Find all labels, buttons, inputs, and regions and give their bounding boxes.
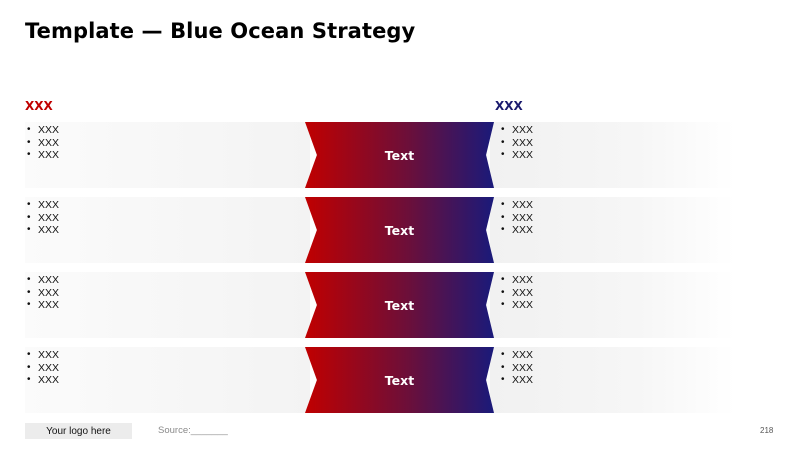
left-bullet-list: XXX XXX XXX [27, 124, 59, 162]
list-item: XXX [501, 149, 533, 162]
list-item: XXX [501, 199, 533, 212]
left-band [25, 272, 310, 338]
list-item: XXX [27, 274, 59, 287]
page-title: Template — Blue Ocean Strategy [25, 19, 416, 43]
list-item: XXX [27, 287, 59, 300]
page-number: 218 [760, 426, 774, 435]
chevron-label: Text [384, 147, 415, 163]
chevron-arrow [305, 197, 494, 263]
list-item: XXX [501, 137, 533, 150]
right-column-header: XXX [495, 99, 523, 113]
right-bullet-list: XXX XXX XXX [501, 124, 533, 162]
left-bullet-list: XXX XXX XXX [27, 199, 59, 237]
list-item: XXX [27, 362, 59, 375]
chevron-arrow [305, 347, 494, 413]
left-band [25, 122, 310, 188]
source-note: Source:_______ [158, 425, 228, 436]
strategy-row: Text XXX XXX XXX XXX XXX XXX [0, 347, 800, 413]
list-item: XXX [501, 374, 533, 387]
list-item: XXX [27, 137, 59, 150]
chevron-arrow [305, 272, 494, 338]
list-item: XXX [501, 224, 533, 237]
list-item: XXX [501, 287, 533, 300]
list-item: XXX [27, 299, 59, 312]
list-item: XXX [27, 199, 59, 212]
list-item: XXX [27, 224, 59, 237]
right-bullet-list: XXX XXX XXX [501, 349, 533, 387]
strategy-row: Text XXX XXX XXX XXX XXX XXX [0, 197, 800, 263]
chevron-label: Text [384, 222, 415, 238]
chevron-label: Text [384, 297, 415, 313]
list-item: XXX [501, 349, 533, 362]
left-bullet-list: XXX XXX XXX [27, 274, 59, 312]
left-column-header: XXX [25, 99, 53, 113]
right-bullet-list: XXX XXX XXX [501, 199, 533, 237]
list-item: XXX [501, 274, 533, 287]
chevron-arrow [305, 122, 494, 188]
list-item: XXX [27, 124, 59, 137]
right-bullet-list: XXX XXX XXX [501, 274, 533, 312]
list-item: XXX [501, 212, 533, 225]
list-item: XXX [501, 124, 533, 137]
list-item: XXX [27, 349, 59, 362]
left-band [25, 347, 310, 413]
left-band [25, 197, 310, 263]
list-item: XXX [27, 212, 59, 225]
left-bullet-list: XXX XXX XXX [27, 349, 59, 387]
strategy-row: Text XXX XXX XXX XXX XXX XXX [0, 272, 800, 338]
list-item: XXX [27, 374, 59, 387]
list-item: XXX [27, 149, 59, 162]
strategy-row: Text XXX XXX XXX XXX XXX XXX [0, 122, 800, 188]
list-item: XXX [501, 299, 533, 312]
list-item: XXX [501, 362, 533, 375]
logo-placeholder: Your logo here [25, 423, 132, 439]
chevron-label: Text [384, 372, 415, 388]
